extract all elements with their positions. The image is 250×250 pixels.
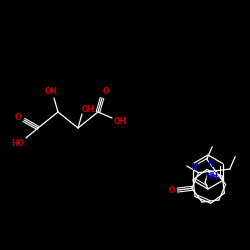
Text: O: O <box>15 114 21 122</box>
Text: O: O <box>103 88 109 96</box>
Text: N: N <box>191 163 198 172</box>
Text: HO: HO <box>12 138 24 147</box>
Text: N: N <box>207 160 214 169</box>
Text: OH: OH <box>114 118 126 126</box>
Text: OH: OH <box>82 104 94 114</box>
Text: OH: OH <box>44 86 58 96</box>
Text: O: O <box>168 186 175 195</box>
Text: NH: NH <box>206 172 219 181</box>
